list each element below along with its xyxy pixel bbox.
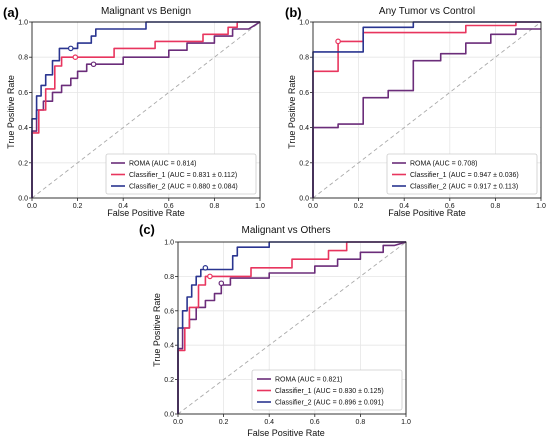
legend-entry-classifier_1: Classifier_1 (AUC = 0.830 ± 0.125) <box>275 388 384 395</box>
chance-diagonal <box>312 21 542 199</box>
y-tick-label: 0.4 <box>164 343 174 350</box>
roc-curve-roma <box>31 21 261 198</box>
panel-b: (b) Any Tumor vs Control False Positive … <box>285 5 546 218</box>
y-tick-label: 0.0 <box>164 412 174 419</box>
chance-diagonal <box>31 21 261 199</box>
legend-entry-roma: ROMA (AUC = 0.708) <box>410 161 478 168</box>
threshold-marker-roma <box>90 61 97 68</box>
y-tick-label: 0.6 <box>18 90 28 97</box>
legend-entry-roma: ROMA (AUC = 0.814) <box>129 161 197 168</box>
x-tick-label: 0.0 <box>27 203 37 210</box>
y-tick-label: 1.0 <box>18 20 28 27</box>
x-tick-label: 0.8 <box>356 419 366 426</box>
threshold-marker-classifier_1 <box>335 38 341 45</box>
y-tick-label: 0.2 <box>164 377 174 384</box>
y-tick-label: 1.0 <box>164 240 174 247</box>
x-tick-label: 0.2 <box>73 203 83 210</box>
x-tick-label: 0.0 <box>173 419 183 426</box>
threshold-marker-classifier_2 <box>67 45 74 52</box>
panel-a: (a) Malignant vs Benign False Positive R… <box>3 5 265 218</box>
x-tick-label: 1.0 <box>536 203 546 210</box>
x-tick-label: 0.8 <box>210 203 220 210</box>
x-tick-label: 0.2 <box>354 203 364 210</box>
y-tick-label: 0.4 <box>18 125 28 132</box>
legend-entry-classifier_2: Classifier_2 (AUC = 0.880 ± 0.084) <box>129 184 238 191</box>
y-tick-label: 0.0 <box>18 196 28 203</box>
panel-b-xlabel: False Positive Rate <box>388 208 466 218</box>
x-tick-label: 0.6 <box>310 419 320 426</box>
y-tick-label: 0.6 <box>299 90 309 97</box>
threshold-marker-classifier_1 <box>72 54 79 61</box>
chance-diagonal <box>177 241 407 415</box>
panel-b-plot-area: 0.0 0.2 0.4 0.6 0.8 1.0 0.0 0.2 0.4 0.6 0.8 1.0 ROMA… <box>299 20 546 211</box>
x-tick-label: 0.4 <box>399 203 409 210</box>
y-tick-label: 0.2 <box>18 160 28 167</box>
panel-c: (c) Malignant vs Others False Positive R… <box>139 222 411 438</box>
panel-a-title: Malignant vs Benign <box>101 6 191 17</box>
y-tick-label: 0.8 <box>299 55 309 62</box>
legend: ROMA (AUC = 0.814) Classifier_1 (AUC = 0.… <box>105 153 257 195</box>
x-tick-label: 0.8 <box>491 203 501 210</box>
panel-b-ylabel: True Positive Rate <box>287 75 297 149</box>
roc-curve-classifier_1 <box>177 241 406 414</box>
legend: ROMA (AUC = 0.821) Classifier_1 (AUC = 0.… <box>251 369 403 411</box>
legend-entry-classifier_2: Classifier_2 (AUC = 0.896 ± 0.091) <box>275 400 384 407</box>
x-tick-label: 1.0 <box>255 203 265 210</box>
plot-frame <box>312 21 542 199</box>
panel-c-title: Malignant vs Others <box>242 225 331 236</box>
panel-c-ylabel: True Positive Rate <box>152 293 162 367</box>
x-tick-label: 0.6 <box>164 203 174 210</box>
y-tick-label: 0.8 <box>164 274 174 281</box>
x-tick-label: 0.0 <box>308 203 318 210</box>
y-tick-label: 0.4 <box>299 125 309 132</box>
panel-a-ylabel: True Positive Rate <box>6 75 16 149</box>
legend-box <box>105 153 257 195</box>
plot-frame <box>177 241 407 415</box>
legend-box <box>386 153 538 195</box>
roc-curve-roma <box>312 28 541 198</box>
panel-a-xlabel: False Positive Rate <box>107 208 185 218</box>
threshold-marker-classifier_1 <box>207 273 213 280</box>
legend-entry-classifier_2: Classifier_2 (AUC = 0.917 ± 0.113) <box>410 184 518 191</box>
y-tick-label: 1.0 <box>299 20 309 27</box>
panel-c-plot-area: 0.0 0.2 0.4 0.6 0.8 1.0 0.0 0.2 0.4 0.6 0.8 1.0 ROMA… <box>164 240 411 427</box>
panel-b-letter: (b) <box>285 5 302 20</box>
panel-b-title: Any Tumor vs Control <box>379 6 475 17</box>
legend-entry-classifier_1: Classifier_1 (AUC = 0.947 ± 0.036) <box>410 172 519 179</box>
legend-box <box>251 369 403 411</box>
roc-curve-classifier_1 <box>31 21 260 198</box>
threshold-marker-roma <box>218 280 225 287</box>
legend: ROMA (AUC = 0.708) Classifier_1 (AUC = 0.… <box>386 153 538 195</box>
x-tick-label: 0.4 <box>118 203 128 210</box>
roc-curve-classifier_2 <box>177 241 406 414</box>
legend-entry-roma: ROMA (AUC = 0.821) <box>275 377 343 384</box>
panel-a-letter: (a) <box>3 5 19 20</box>
legend-entry-classifier_1: Classifier_1 (AUC = 0.831 ± 0.112) <box>129 172 237 179</box>
panel-c-xlabel: False Positive Rate <box>247 428 325 438</box>
y-tick-label: 0.8 <box>18 55 28 62</box>
panel-a-plot-area: 0.0 0.2 0.4 0.6 0.8 1.0 0.0 0.2 0.4 0.6 0.8 1.0 ROMA… <box>18 20 265 211</box>
roc-curve-classifier_2 <box>31 21 260 198</box>
panel-c-letter: (c) <box>139 222 155 237</box>
x-tick-label: 1.0 <box>401 419 411 426</box>
x-tick-label: 0.4 <box>264 419 274 426</box>
y-tick-label: 0.6 <box>164 308 174 315</box>
threshold-marker-classifier_2 <box>202 264 209 271</box>
x-tick-label: 0.6 <box>445 203 455 210</box>
y-tick-label: 0.2 <box>299 160 309 167</box>
x-tick-label: 0.2 <box>219 419 229 426</box>
y-tick-label: 0.0 <box>299 196 309 203</box>
plot-frame <box>31 21 261 199</box>
